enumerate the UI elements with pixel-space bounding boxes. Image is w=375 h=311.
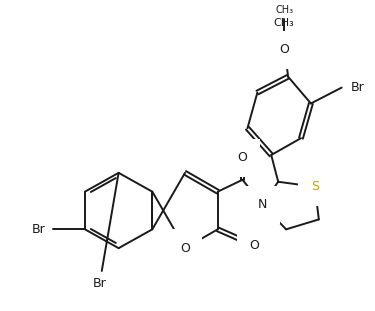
Text: Br: Br <box>351 81 364 94</box>
Text: CH₃: CH₃ <box>274 18 294 28</box>
Text: O: O <box>279 44 289 57</box>
Text: N: N <box>258 198 267 211</box>
Text: O: O <box>238 151 248 165</box>
Text: Br: Br <box>32 223 45 236</box>
Text: O: O <box>180 242 190 255</box>
Text: O: O <box>249 239 259 252</box>
Text: CH₃: CH₃ <box>275 5 293 15</box>
Text: Br: Br <box>93 277 106 290</box>
Text: S: S <box>311 180 319 193</box>
